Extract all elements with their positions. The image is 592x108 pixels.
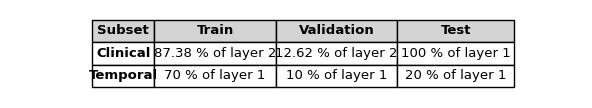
Bar [155, 20, 276, 42]
Text: Subset: Subset [98, 24, 149, 37]
Bar [92, 20, 155, 42]
Text: 100 % of layer 1: 100 % of layer 1 [401, 47, 511, 60]
Bar [92, 42, 155, 64]
Bar [155, 64, 276, 87]
Text: Validation: Validation [299, 24, 375, 37]
Text: 70 % of layer 1: 70 % of layer 1 [165, 69, 266, 82]
Bar [276, 42, 397, 64]
Text: Train: Train [197, 24, 234, 37]
Bar [92, 64, 155, 87]
Text: 20 % of layer 1: 20 % of layer 1 [406, 69, 507, 82]
Text: 10 % of layer 1: 10 % of layer 1 [286, 69, 387, 82]
Bar [397, 20, 514, 42]
Text: 12.62 % of layer 2: 12.62 % of layer 2 [275, 47, 398, 60]
Bar [276, 20, 397, 42]
Text: Test: Test [440, 24, 471, 37]
Text: Clinical: Clinical [96, 47, 150, 60]
Bar [276, 64, 397, 87]
Bar [397, 42, 514, 64]
Text: Temporal: Temporal [89, 69, 158, 82]
Text: 87.38 % of layer 2: 87.38 % of layer 2 [154, 47, 276, 60]
Bar [397, 64, 514, 87]
Bar [155, 42, 276, 64]
